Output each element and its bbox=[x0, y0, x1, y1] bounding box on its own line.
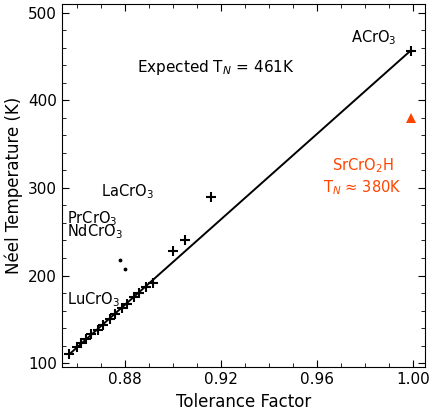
Text: NdCrO$_3$: NdCrO$_3$ bbox=[67, 222, 122, 241]
X-axis label: Tolerance Factor: Tolerance Factor bbox=[176, 393, 310, 411]
Text: LuCrO$_3$: LuCrO$_3$ bbox=[67, 290, 119, 309]
Text: SrCrO$_2$H
T$_N$ ≈ 380K: SrCrO$_2$H T$_N$ ≈ 380K bbox=[322, 156, 401, 197]
Text: Expected T$_N$ = 461K: Expected T$_N$ = 461K bbox=[137, 58, 294, 77]
Text: ACrO$_3$: ACrO$_3$ bbox=[350, 28, 395, 47]
Text: LaCrO$_3$: LaCrO$_3$ bbox=[100, 182, 153, 201]
Text: PrCrO$_3$: PrCrO$_3$ bbox=[67, 209, 117, 228]
Y-axis label: Néel Temperature (K): Néel Temperature (K) bbox=[4, 97, 23, 274]
